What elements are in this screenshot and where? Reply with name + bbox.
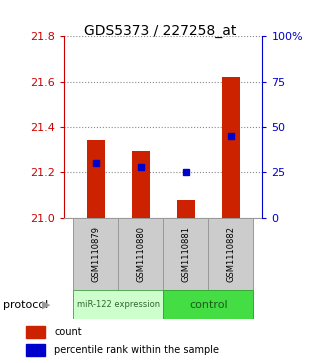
Text: control: control [189,300,228,310]
Text: GSM1110881: GSM1110881 [181,226,190,282]
Bar [73,290,163,319]
Bar [132,151,150,218]
Bar [26,326,45,338]
Text: count: count [54,327,82,337]
Bar [222,77,240,218]
Bar [208,218,253,290]
Text: ▶: ▶ [42,300,51,310]
Text: protocol: protocol [3,300,48,310]
Text: GSM1110879: GSM1110879 [91,226,100,282]
Text: GDS5373 / 227258_at: GDS5373 / 227258_at [84,24,236,38]
Text: percentile rank within the sample: percentile rank within the sample [54,345,220,355]
Bar [118,218,163,290]
Text: GSM1110882: GSM1110882 [226,226,235,282]
Bar [26,344,45,356]
Text: GSM1110880: GSM1110880 [136,226,145,282]
Bar [163,290,253,319]
Bar [86,139,105,218]
Bar [73,218,118,290]
Text: miR-122 expression: miR-122 expression [76,301,160,309]
Bar [177,200,195,218]
Bar [163,218,208,290]
